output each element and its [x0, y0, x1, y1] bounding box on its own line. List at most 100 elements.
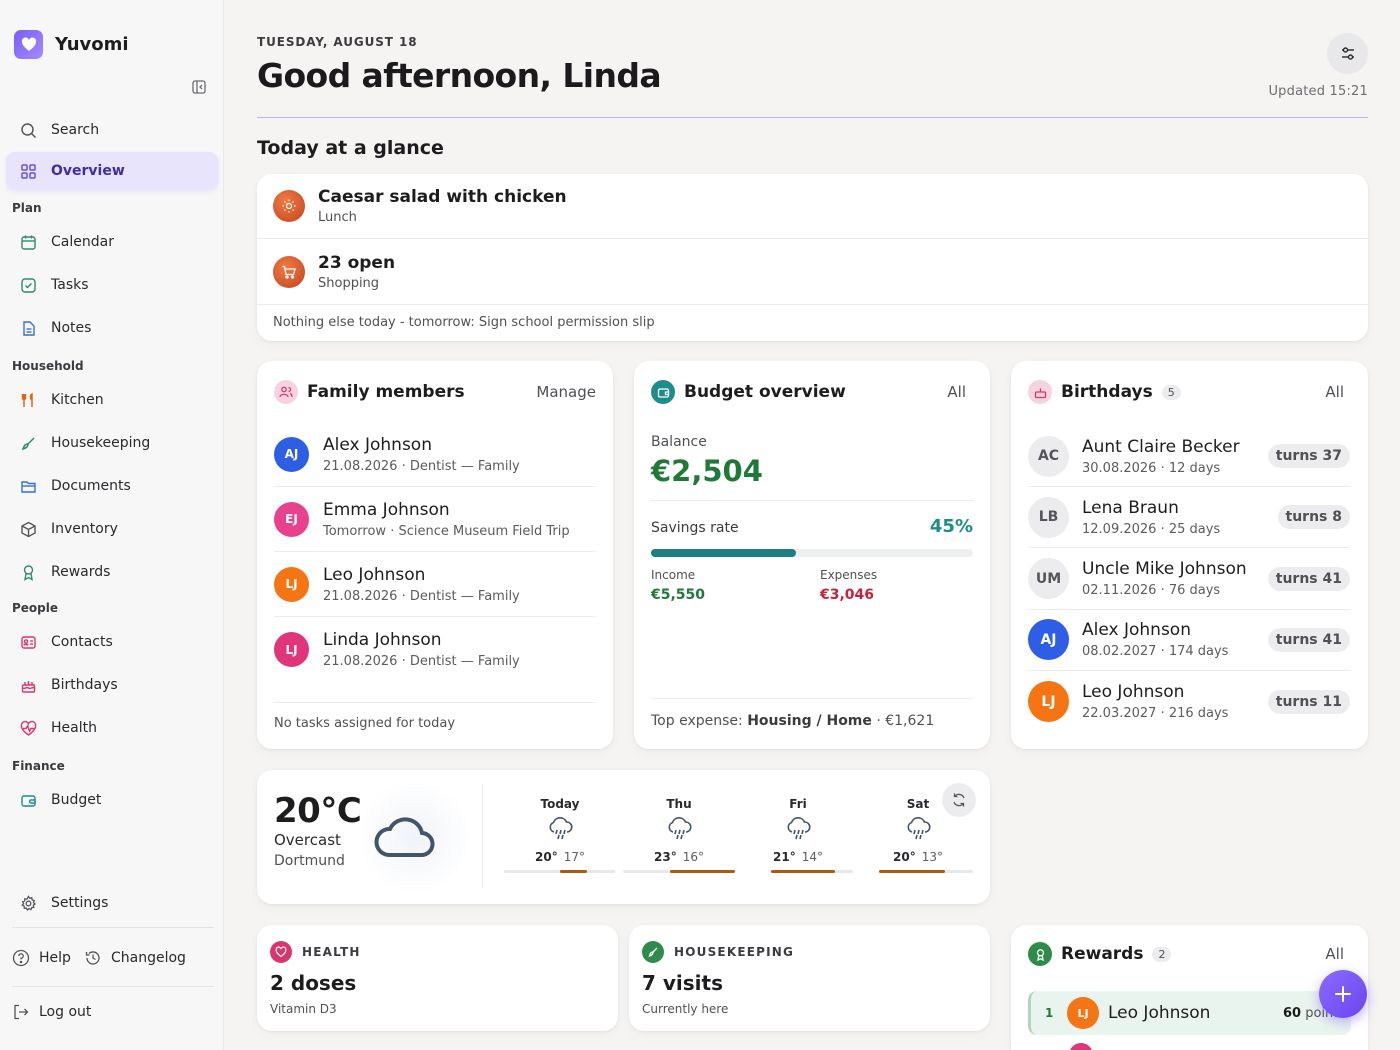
rewards-title-label: Rewards: [1061, 944, 1144, 964]
brush-icon: [21, 436, 35, 450]
contact-card-icon: [21, 635, 36, 649]
nav-documents[interactable]: Documents: [6, 467, 218, 505]
forecast-day-name: Thu: [666, 797, 692, 811]
forecast-range-fill: [771, 870, 835, 873]
brand-logo-icon: [14, 30, 43, 59]
nav-contacts[interactable]: Contacts: [6, 623, 218, 661]
nav-tasks-label: Tasks: [51, 277, 89, 293]
forecast-low: 13°: [921, 850, 943, 864]
nav-health[interactable]: Health: [6, 709, 218, 747]
brand[interactable]: Yuvomi: [14, 30, 129, 59]
glance-shopping-row[interactable]: 23 open Shopping: [257, 239, 1368, 305]
avatar: AJ: [274, 436, 309, 472]
folder-icon: [21, 480, 36, 493]
nav-settings[interactable]: Settings: [6, 884, 218, 922]
nav-housekeeping[interactable]: Housekeeping: [6, 424, 218, 462]
family-member-row[interactable]: EJ Emma Johnson Tomorrow · Science Museum …: [274, 487, 596, 552]
income-value: €5,550: [651, 587, 706, 603]
nav-housekeeping-label: Housekeeping: [51, 435, 151, 451]
forecast-day: Fri 21° 14°: [743, 797, 853, 864]
forecast-high: 21°: [773, 850, 796, 864]
logout-link[interactable]: Log out: [12, 1003, 91, 1021]
family-card: Family members Manage AJ Alex Johnson 21.0…: [257, 361, 613, 749]
cake-icon: [1028, 380, 1052, 404]
birthday-row[interactable]: LB Lena Braun 12.09.2026 · 25 days turns 8: [1028, 487, 1350, 549]
nav-birthdays[interactable]: Birthdays: [6, 666, 218, 704]
rewards-rank: 1: [1045, 1006, 1054, 1020]
changelog-link[interactable]: Changelog: [84, 949, 186, 967]
refresh-icon: [953, 793, 965, 807]
age-badge: turns 8: [1277, 505, 1350, 530]
cart-icon: [273, 255, 305, 288]
nav-inventory[interactable]: Inventory: [6, 510, 218, 548]
family-title-label: Family members: [307, 382, 465, 402]
box-icon: [21, 521, 36, 537]
nav-notes[interactable]: Notes: [6, 309, 218, 347]
family-member-row[interactable]: AJ Alex Johnson 21.08.2026 · Dentist — Fam…: [274, 422, 596, 487]
budget-card: Budget overview All Balance €2,504 Savin…: [634, 361, 990, 749]
birthday-row[interactable]: AJ Alex Johnson 08.02.2027 · 174 days turns…: [1028, 610, 1350, 671]
nav-overview-label: Overview: [51, 163, 125, 179]
budget-all-link[interactable]: All: [947, 383, 966, 401]
nav-search[interactable]: Search: [6, 111, 218, 149]
health-card[interactable]: HEALTH 2 doses Vitamin D3: [257, 925, 618, 1031]
nav-birthdays-label: Birthdays: [51, 677, 118, 693]
forecast-low: 16°: [682, 850, 704, 864]
shopping-sub: Shopping: [318, 275, 380, 291]
sidebar-divider: [12, 927, 214, 928]
birthdays-all-link[interactable]: All: [1325, 383, 1344, 401]
glance-footer: Nothing else today - tomorrow: Sign scho…: [273, 315, 655, 330]
brush-icon: [642, 941, 664, 963]
family-member-name: Linda Johnson: [323, 630, 442, 650]
collapse-sidebar-icon[interactable]: [191, 79, 207, 95]
birthday-row[interactable]: LJ Leo Johnson 22.03.2027 · 216 days turns …: [1028, 671, 1350, 732]
nav-overview[interactable]: Overview: [6, 152, 218, 190]
nav-rewards[interactable]: Rewards: [6, 553, 218, 591]
avatar: AJ: [1028, 619, 1069, 661]
housekeeping-card[interactable]: HOUSEKEEPING 7 visits Currently here: [629, 925, 990, 1031]
weather-condition: Overcast: [274, 831, 341, 849]
refresh-weather-button[interactable]: [942, 783, 976, 817]
birthday-date: 12.09.2026 · 25 days: [1082, 521, 1221, 537]
birthdays-title-label: Birthdays: [1061, 382, 1153, 402]
weather-city: Dortmund: [274, 853, 345, 869]
glance-title: Today at a glance: [257, 137, 444, 159]
family-member-row[interactable]: LJ Linda Johnson 21.08.2026 · Dentist — Fa…: [274, 617, 596, 682]
nav-tasks[interactable]: Tasks: [6, 266, 218, 304]
sidebar: Yuvomi Search Overview Plan Calendar Tas…: [0, 0, 224, 1050]
family-manage-link[interactable]: Manage: [536, 383, 596, 401]
family-member-name: Alex Johnson: [323, 434, 432, 455]
savings-value: 45%: [929, 516, 973, 537]
cloud-icon: [374, 817, 435, 857]
birthday-row[interactable]: UM Uncle Mike Johnson 02.11.2026 · 76 days…: [1028, 549, 1350, 610]
nav-contacts-label: Contacts: [51, 634, 113, 650]
family-member-name: Emma Johnson: [323, 499, 450, 520]
family-divider: [274, 702, 596, 703]
wallet-icon: [21, 794, 36, 807]
avatar: LB: [1028, 496, 1069, 538]
health-label: HEALTH: [270, 941, 361, 963]
note-icon: [23, 320, 35, 336]
birthday-name: Aunt Claire Becker: [1082, 436, 1240, 457]
nav-calendar[interactable]: Calendar: [6, 223, 218, 261]
avatar: LJ: [274, 632, 309, 667]
sliders-icon: [1341, 46, 1354, 60]
nav-budget[interactable]: Budget: [6, 781, 218, 819]
rewards-all-link[interactable]: All: [1325, 945, 1344, 963]
weather-divider: [482, 784, 483, 887]
top-expense-prefix: Top expense:: [651, 713, 743, 729]
customize-button[interactable]: [1327, 33, 1368, 74]
balance-value: €2,504: [651, 454, 763, 488]
search-icon: [21, 122, 37, 138]
glance-meal-row[interactable]: Caesar salad with chicken Lunch: [257, 174, 1368, 239]
nav-kitchen[interactable]: Kitchen: [6, 381, 218, 419]
brand-name: Yuvomi: [55, 34, 129, 55]
birthday-row[interactable]: AC Aunt Claire Becker 30.08.2026 · 12 days…: [1028, 426, 1350, 487]
rewards-points-value: 60: [1283, 1005, 1302, 1021]
family-member-row[interactable]: LJ Leo Johnson 21.08.2026 · Dentist — Fami…: [274, 552, 596, 617]
shopping-title: 23 open: [318, 252, 396, 273]
add-button[interactable]: [1319, 970, 1367, 1018]
rewards-leader-row[interactable]: 1 LJ Leo Johnson 60 points: [1028, 991, 1351, 1035]
help-link[interactable]: Help: [12, 949, 71, 967]
sun-icon: [273, 190, 305, 222]
